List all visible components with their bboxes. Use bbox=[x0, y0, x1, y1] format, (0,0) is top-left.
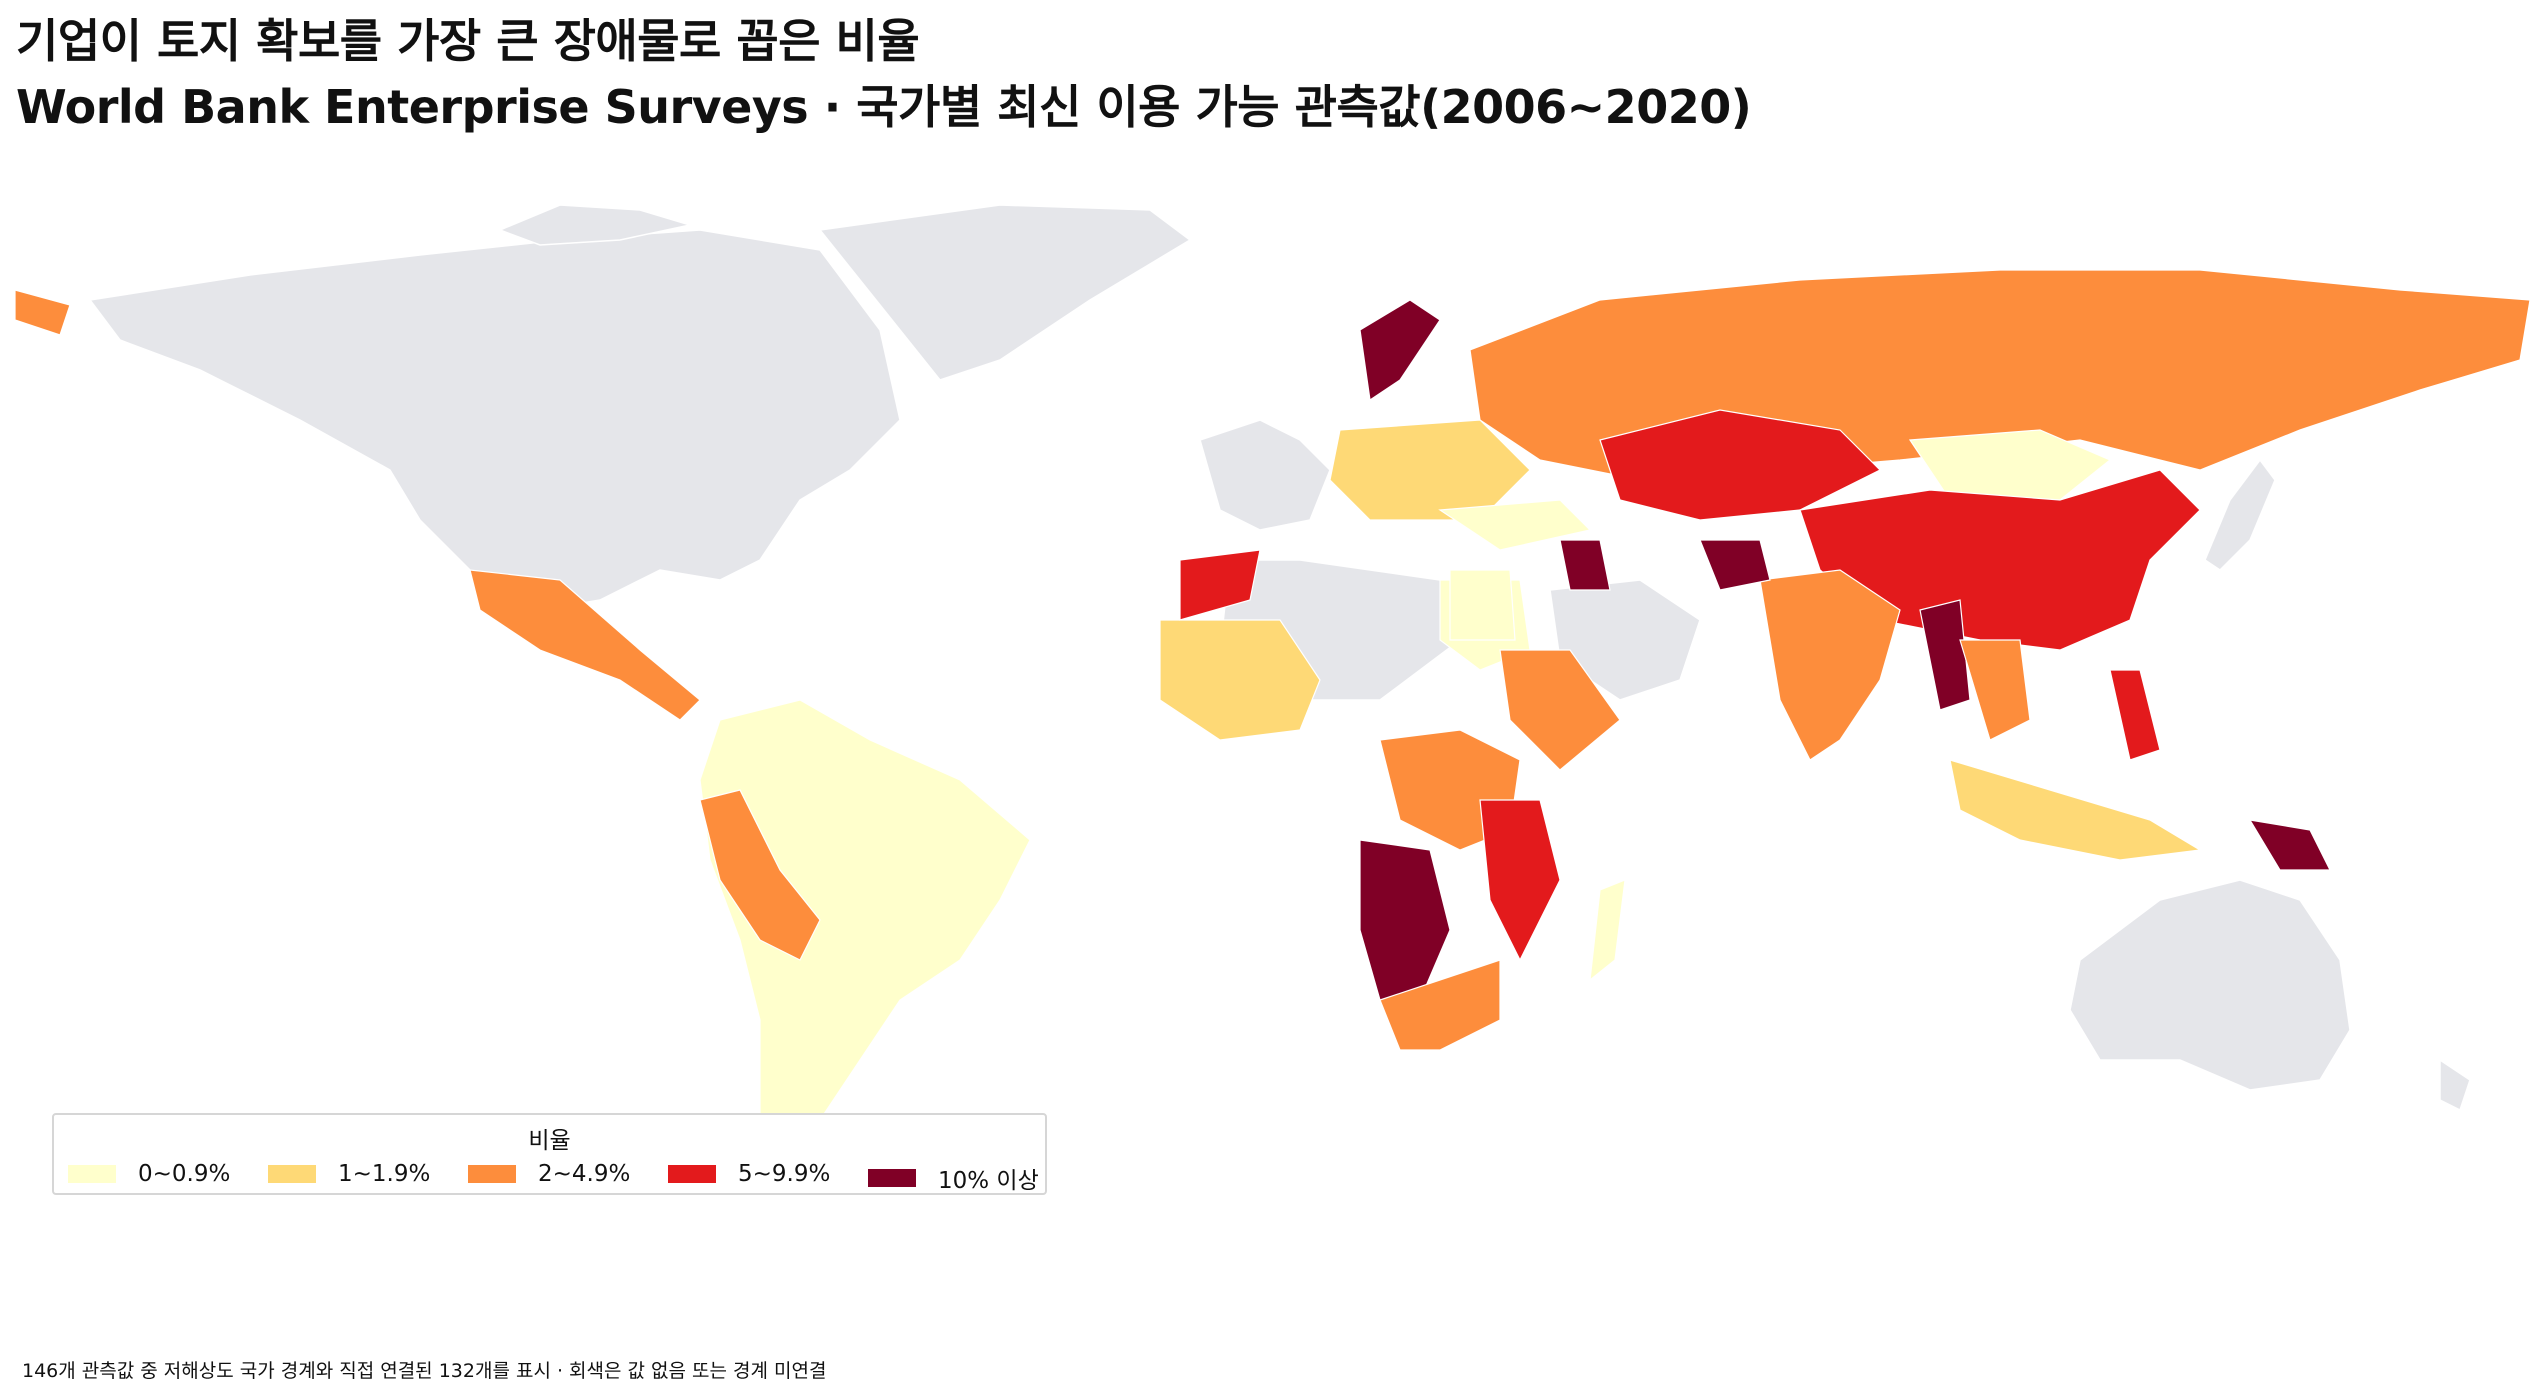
legend-swatch bbox=[668, 1165, 716, 1183]
world-choropleth-map bbox=[14, 204, 2531, 1172]
legend-label: 2~4.9% bbox=[538, 1161, 631, 1187]
map-subtitle: World Bank Enterprise Surveys · 국가별 최신 이… bbox=[16, 80, 1752, 134]
new-zealand-region bbox=[2439, 1058, 2471, 1112]
legend-title: 비율 bbox=[528, 1128, 571, 1154]
indonesia-region bbox=[1949, 759, 2202, 861]
legend-label: 0~0.9% bbox=[138, 1161, 231, 1187]
myanmar-region bbox=[1919, 599, 1971, 711]
legend-swatch bbox=[68, 1165, 116, 1183]
kazakhstan-central-asia-region bbox=[1599, 409, 1882, 521]
map-title: 기업이 토지 확보를 가장 큰 장애물로 꼽은 비율 bbox=[16, 14, 920, 68]
afghanistan-region bbox=[1699, 539, 1771, 591]
legend-swatch bbox=[468, 1165, 516, 1183]
east-africa-region bbox=[1479, 799, 1561, 962]
arctic-islands-region bbox=[497, 204, 691, 246]
southeast-asia-region bbox=[1959, 639, 2031, 741]
west-africa-region bbox=[1159, 619, 1321, 741]
legend-item-1-1.9: 1~1.9% bbox=[268, 1161, 430, 1187]
title-block: 기업이 토지 확보를 가장 큰 장애물로 꼽은 비율 World Bank En… bbox=[16, 8, 1752, 140]
mexico-central-america-region bbox=[469, 569, 701, 721]
north-america-region bbox=[88, 229, 901, 611]
mongolia-region bbox=[1908, 429, 2112, 501]
madagascar-region bbox=[1589, 879, 1626, 982]
scandinavia-region bbox=[1359, 299, 1441, 402]
philippines-region bbox=[2109, 669, 2161, 761]
south-america-andes-region bbox=[699, 789, 821, 961]
legend-swatch bbox=[268, 1165, 316, 1183]
india-region bbox=[1759, 569, 1901, 761]
legend-item-0-0.9: 0~0.9% bbox=[68, 1161, 230, 1187]
south-africa-region bbox=[1379, 959, 1501, 1051]
legend: 비율 0~0.9% 1~1.9% 2~4.9% 5~9.9% 10% 이상 bbox=[52, 1113, 1047, 1195]
southern-africa-region bbox=[1359, 839, 1451, 1001]
turkey-region bbox=[1438, 499, 1592, 551]
legend-swatch bbox=[868, 1169, 916, 1187]
horn-of-africa-region bbox=[1499, 649, 1621, 771]
greenland-region bbox=[818, 204, 1192, 381]
low-share-regions bbox=[14, 269, 2531, 1172]
europe-west-region bbox=[1199, 419, 1331, 531]
south-america-region bbox=[699, 699, 1031, 1172]
legend-label: 5~9.9% bbox=[738, 1161, 831, 1187]
legend-label: 1~1.9% bbox=[338, 1161, 431, 1187]
legend-item-5-9.9: 5~9.9% bbox=[668, 1161, 830, 1187]
footnote: 146개 관측값 중 저해상도 국가 경계와 직접 연결된 132개를 표시 ·… bbox=[22, 1360, 827, 1382]
alaska-region bbox=[14, 289, 71, 336]
iraq-region bbox=[1559, 539, 1611, 591]
papua-region bbox=[2248, 819, 2331, 871]
egypt-region bbox=[1449, 569, 1516, 641]
japan-region bbox=[2204, 458, 2276, 571]
australia-region bbox=[2069, 879, 2351, 1091]
legend-item-10-plus: 10% 이상 bbox=[868, 1161, 1039, 1195]
morocco-region bbox=[1179, 549, 1261, 621]
legend-label: 10% 이상 bbox=[938, 1168, 1039, 1194]
legend-item-2-4.9: 2~4.9% bbox=[468, 1161, 630, 1187]
